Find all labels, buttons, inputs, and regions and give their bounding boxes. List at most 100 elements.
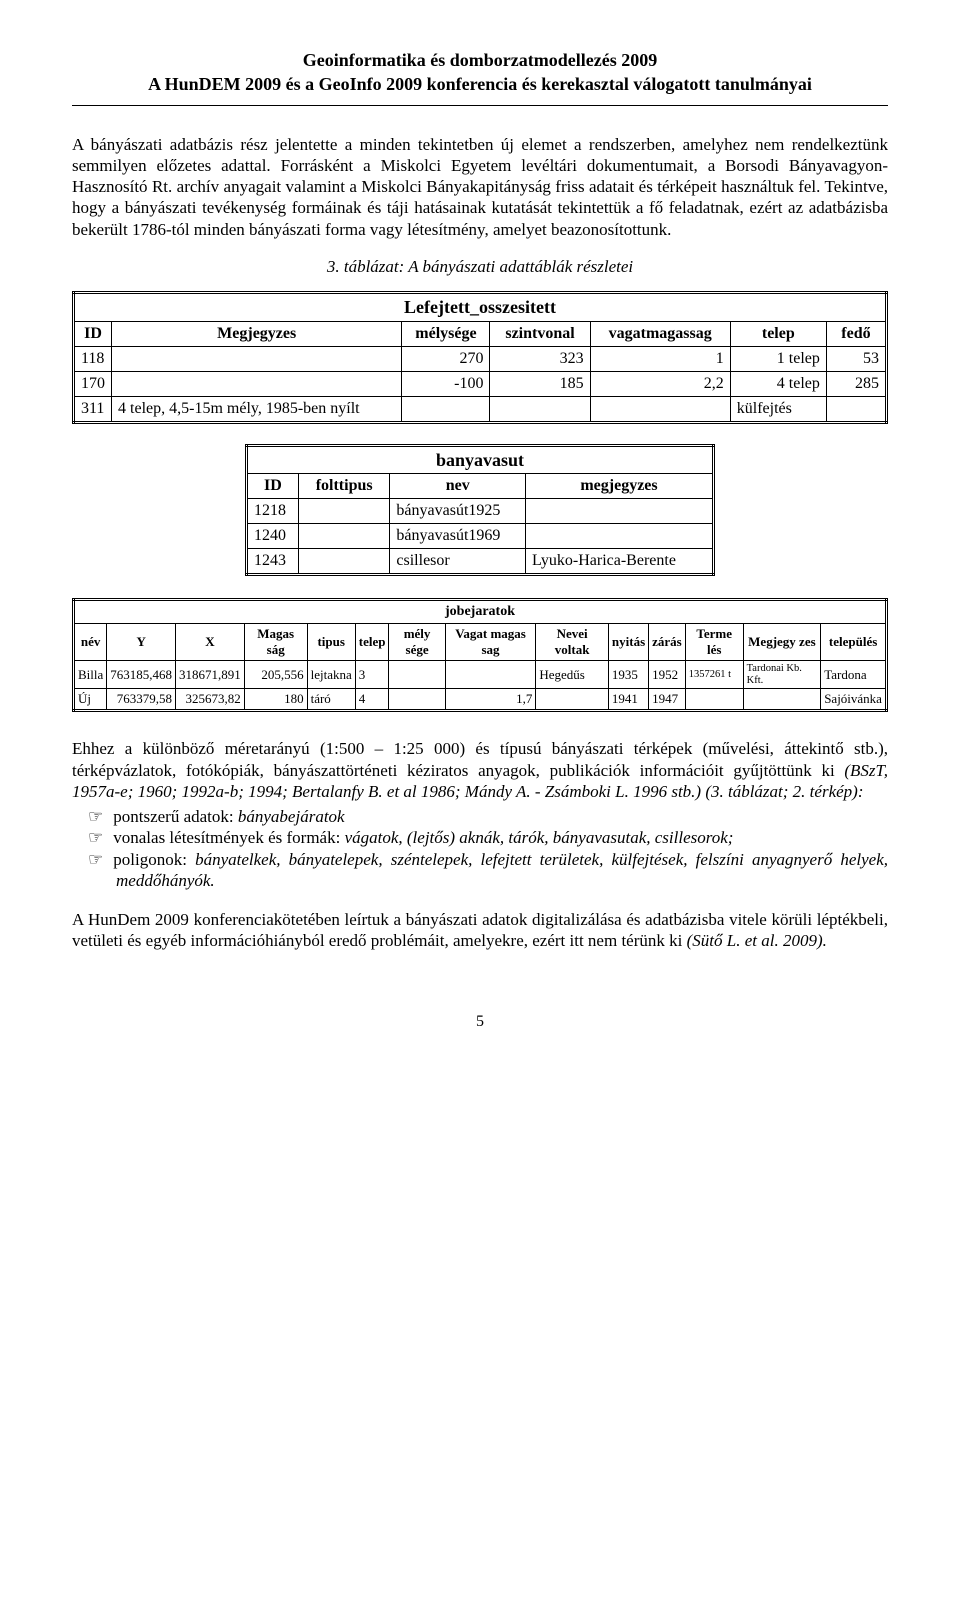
table-row: 118 270 323 1 1 telep 53 <box>74 346 887 371</box>
th-nevei: Nevei voltak <box>536 623 609 661</box>
th-id: ID <box>247 474 299 499</box>
cell: 1,7 <box>445 689 536 711</box>
cell: 763185,468 <box>107 661 176 689</box>
cell: 1218 <box>247 499 299 524</box>
th-y: Y <box>107 623 176 661</box>
cell: Billa <box>74 661 107 689</box>
cell <box>298 499 390 524</box>
th-nev: nev <box>390 474 526 499</box>
cell: 323 <box>490 346 590 371</box>
table3-header-row: név Y X Magas ság tipus telep mély sége … <box>74 623 887 661</box>
cell <box>490 396 590 422</box>
caption-text: 3. táblázat: A bányászati adattáblák rés… <box>327 257 633 276</box>
cell: 311 <box>74 396 112 422</box>
bullet-body: bányatelkek, bányatelepek, széntelepek, … <box>116 850 888 890</box>
th-termeles: Terme lés <box>685 623 743 661</box>
cell: 1947 <box>649 689 686 711</box>
table-caption: 3. táblázat: A bányászati adattáblák rés… <box>72 256 888 277</box>
bullet-lead: vonalas létesítmények és formák: <box>113 828 344 847</box>
list-item: vonalas létesítmények és formák: vágatok… <box>116 827 888 848</box>
cell: 1240 <box>247 524 299 549</box>
cell: Sajóivánka <box>821 689 887 711</box>
cell: 763379,58 <box>107 689 176 711</box>
bullet-body: bányabejáratok <box>238 807 345 826</box>
cell <box>590 396 730 422</box>
cell: Tardonai Kb. Kft. <box>743 661 821 689</box>
th-megjegyzes: megjegyzes <box>526 474 714 499</box>
cell: 4 <box>355 689 389 711</box>
cell: 285 <box>826 371 886 396</box>
cell <box>389 661 445 689</box>
cell <box>445 661 536 689</box>
table2-header-row: ID folttipus nev megjegyzes <box>247 474 714 499</box>
th-vagatmagassag: Vagat magas sag <box>445 623 536 661</box>
cell: 1 telep <box>730 346 826 371</box>
cell: 1 <box>590 346 730 371</box>
paragraph-2: Ehhez a különböző méretarányú (1:500 – 1… <box>72 738 888 802</box>
list-item: pontszerű adatok: bányabejáratok <box>116 806 888 827</box>
cell <box>298 549 390 575</box>
cell: Hegedűs <box>536 661 609 689</box>
paragraph-3: A HunDem 2009 konferenciakötetében leírt… <box>72 909 888 952</box>
cell: 53 <box>826 346 886 371</box>
bullet-lead: pontszerű adatok: <box>113 807 238 826</box>
cell <box>389 689 445 711</box>
th-x: X <box>176 623 245 661</box>
cell: 318671,891 <box>176 661 245 689</box>
para2-text: Ehhez a különböző méretarányú (1:500 – 1… <box>72 739 888 779</box>
cell <box>826 396 886 422</box>
table1-header-row: ID Megjegyzes mélysége szintvonal vagatm… <box>74 321 887 346</box>
th-melysege: mély sége <box>389 623 445 661</box>
cell: táró <box>307 689 355 711</box>
cell: 205,556 <box>244 661 307 689</box>
th-megjegyzes: Megjegy zes <box>743 623 821 661</box>
page-header: Geoinformatika és domborzatmodellezés 20… <box>72 48 888 97</box>
cell: 1941 <box>608 689 648 711</box>
cell: 270 <box>402 346 490 371</box>
cell: 185 <box>490 371 590 396</box>
paragraph-1: A bányászati adatbázis rész jelentette a… <box>72 134 888 240</box>
bullet-lead: poligonok: <box>113 850 195 869</box>
th-telep: telep <box>355 623 389 661</box>
th-vagatmagassag: vagatmagassag <box>590 321 730 346</box>
cell: 325673,82 <box>176 689 245 711</box>
table-banyavasut: banyavasut ID folttipus nev megjegyzes 1… <box>245 444 715 577</box>
table-row: 170 -100 185 2,2 4 telep 285 <box>74 371 887 396</box>
table1-title: Lefejtett_osszesitett <box>74 293 887 322</box>
th-telep: telep <box>730 321 826 346</box>
th-megjegyzes: Megjegyzes <box>112 321 402 346</box>
bullet-body: vágatok, (lejtős) aknák, tárók, bányavas… <box>345 828 734 847</box>
cell: Új <box>74 689 107 711</box>
th-melysege: mélysége <box>402 321 490 346</box>
cell <box>112 346 402 371</box>
cell: külfejtés <box>730 396 826 422</box>
table-row: Új 763379,58 325673,82 180 táró 4 1,7 19… <box>74 689 887 711</box>
cell <box>112 371 402 396</box>
cell: 4 telep, 4,5-15m mély, 1985-ben nyílt <box>112 396 402 422</box>
th-szintvonal: szintvonal <box>490 321 590 346</box>
table-row: 311 4 telep, 4,5-15m mély, 1985-ben nyíl… <box>74 396 887 422</box>
table-row: Billa 763185,468 318671,891 205,556 lejt… <box>74 661 887 689</box>
th-nev: név <box>74 623 107 661</box>
cell <box>526 524 714 549</box>
cell: 118 <box>74 346 112 371</box>
cell: -100 <box>402 371 490 396</box>
cell <box>743 689 821 711</box>
th-magassag: Magas ság <box>244 623 307 661</box>
th-id: ID <box>74 321 112 346</box>
th-fedo: fedő <box>826 321 886 346</box>
table-row: 1243 csillesor Lyuko-Harica-Berente <box>247 549 714 575</box>
cell: 3 <box>355 661 389 689</box>
th-folttipus: folttipus <box>298 474 390 499</box>
th-tipus: tipus <box>307 623 355 661</box>
table-jobejaratok: jobejaratok név Y X Magas ság tipus tele… <box>72 598 888 712</box>
cell: 4 telep <box>730 371 826 396</box>
cell: 170 <box>74 371 112 396</box>
cell <box>536 689 609 711</box>
cell: Tardona <box>821 661 887 689</box>
list-item: poligonok: bányatelkek, bányatelepek, sz… <box>116 849 888 892</box>
para3-italic: (Sütő L. et al. 2009). <box>687 931 827 950</box>
cell <box>526 499 714 524</box>
header-divider <box>72 105 888 106</box>
table-row: 1218 bányavasút1925 <box>247 499 714 524</box>
